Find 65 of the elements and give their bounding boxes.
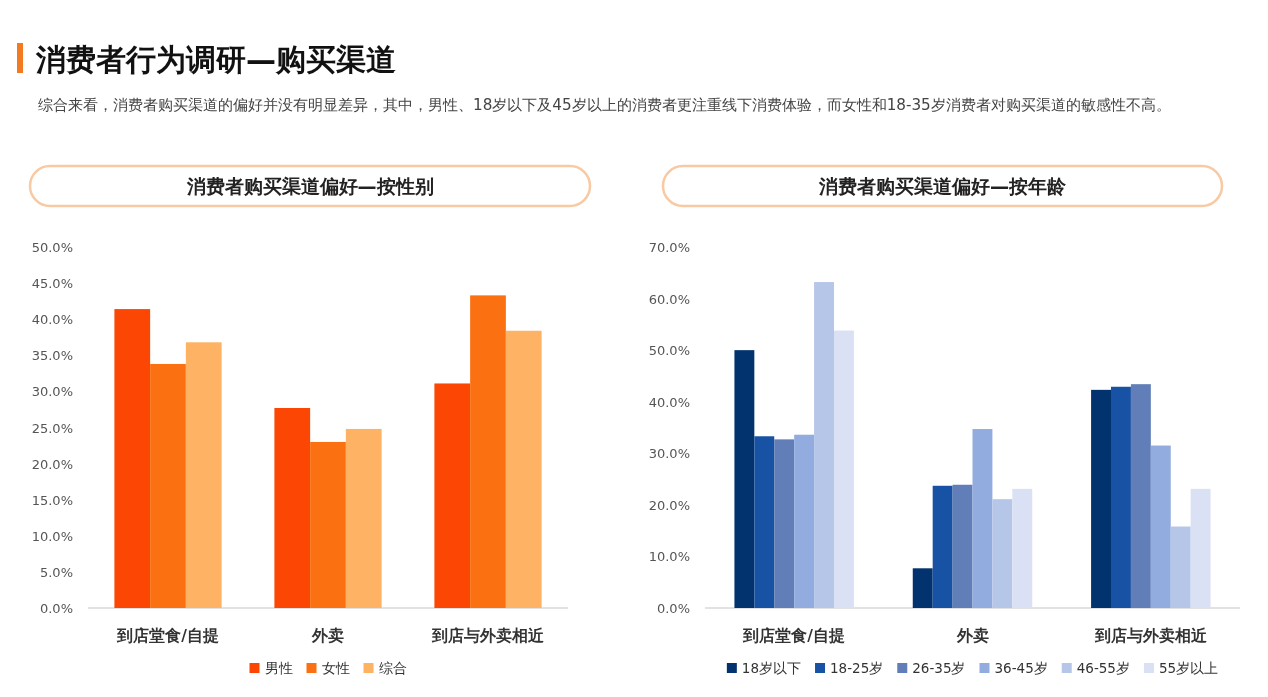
bar bbox=[833, 330, 854, 608]
bar bbox=[274, 408, 311, 608]
y-tick-label: 70.0% bbox=[648, 240, 690, 255]
y-tick-label: 40.0% bbox=[648, 394, 690, 410]
bar bbox=[1111, 386, 1131, 608]
text: 消费者行为调研—购买渠道 bbox=[35, 42, 396, 77]
y-tick-label: 45.0% bbox=[31, 276, 73, 292]
y-tick-label: 10.0% bbox=[31, 528, 73, 544]
y-tick-label: 30.0% bbox=[31, 384, 73, 400]
bar bbox=[1012, 488, 1033, 608]
legend-label: 46-55岁 bbox=[1076, 660, 1130, 676]
y-tick-label: 0.0% bbox=[39, 601, 73, 616]
bar bbox=[1130, 384, 1151, 608]
legend-label: 26-35岁 bbox=[912, 660, 966, 676]
chart-title: 消费者购买渠道偏好—按性别 bbox=[185, 175, 434, 197]
x-tick-label: 到店堂食/自提 bbox=[742, 626, 845, 645]
y-tick-label: 50.0% bbox=[648, 343, 690, 359]
x-tick-label: 外卖 bbox=[955, 627, 989, 645]
y-tick-label: 20.0% bbox=[31, 456, 73, 472]
bar bbox=[505, 330, 542, 608]
bar bbox=[114, 309, 151, 608]
bar bbox=[434, 383, 471, 608]
bar bbox=[814, 282, 834, 608]
legend-label: 18-25岁 bbox=[830, 660, 884, 676]
bar bbox=[1190, 488, 1211, 608]
x-tick-label: 到店与外卖相近 bbox=[1093, 626, 1208, 645]
bar bbox=[1091, 389, 1111, 608]
legend-label: 55岁以上 bbox=[1158, 660, 1219, 676]
legend-label: 男性 bbox=[264, 660, 293, 676]
text: 综合来看，消费者购买渠道的偏好并没有明显差异，其中，男性、18岁以下及45岁以上的消费者更注重线下消费体验，而女性和18-35岁消费者对购买渠道的敏感性不高。 bbox=[38, 96, 1171, 114]
y-tick-label: 30.0% bbox=[648, 446, 690, 462]
bar bbox=[470, 295, 506, 608]
bar bbox=[794, 434, 815, 608]
x-tick-label: 到店与外卖相近 bbox=[431, 626, 545, 645]
bar bbox=[734, 350, 755, 608]
legend-label: 36-45岁 bbox=[994, 660, 1048, 676]
bar bbox=[310, 441, 346, 608]
bar bbox=[150, 363, 186, 608]
legend-label: 综合 bbox=[378, 660, 407, 676]
y-tick-label: 50.0% bbox=[31, 240, 73, 255]
y-tick-label: 25.0% bbox=[31, 420, 73, 436]
legend-label: 18岁以下 bbox=[741, 660, 802, 676]
bar bbox=[754, 436, 775, 608]
x-tick-label: 到店堂食/自提 bbox=[116, 626, 219, 645]
bar bbox=[972, 429, 993, 608]
x-tick-label: 外卖 bbox=[311, 627, 344, 645]
y-tick-label: 60.0% bbox=[648, 291, 690, 307]
bar bbox=[952, 484, 973, 608]
y-tick-label: 10.0% bbox=[648, 549, 690, 565]
bar bbox=[1150, 445, 1171, 608]
bar bbox=[774, 439, 795, 608]
bar bbox=[1170, 526, 1191, 608]
y-tick-label: 35.0% bbox=[31, 348, 73, 364]
chart-title: 消费者购买渠道偏好—按年龄 bbox=[818, 175, 1067, 197]
y-tick-label: 20.0% bbox=[648, 497, 690, 513]
y-tick-label: 5.0% bbox=[39, 564, 73, 580]
y-tick-label: 40.0% bbox=[31, 312, 73, 328]
bar bbox=[912, 568, 933, 608]
bar bbox=[992, 499, 1013, 608]
y-tick-label: 15.0% bbox=[31, 492, 73, 508]
legend-label: 女性 bbox=[321, 660, 350, 676]
bar bbox=[345, 428, 382, 608]
bar bbox=[185, 342, 222, 608]
bar bbox=[932, 485, 953, 608]
y-tick-label: 0.0% bbox=[656, 601, 690, 616]
